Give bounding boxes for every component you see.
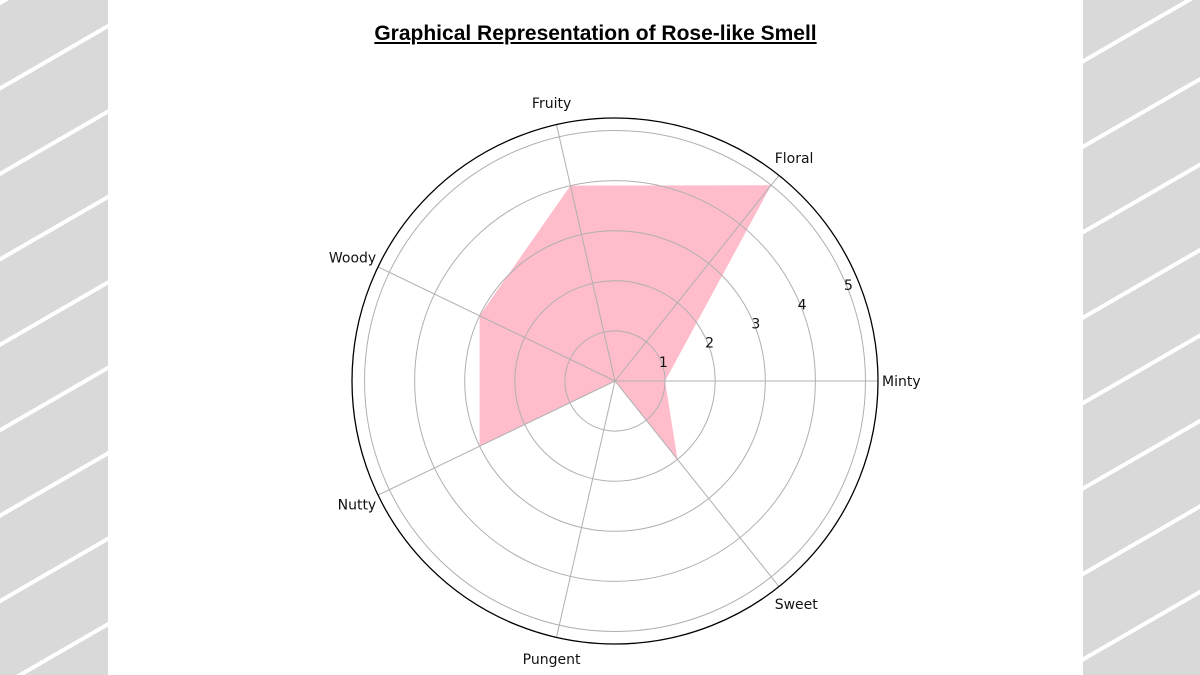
- grid-spoke: [614, 175, 780, 382]
- grid-spoke: [555, 124, 616, 382]
- radial-tick-label: 3: [751, 316, 760, 332]
- grid-spoke: [377, 380, 616, 496]
- grid-spoke: [555, 380, 616, 638]
- data-polygon: [479, 185, 772, 460]
- grid-spoke: [614, 380, 780, 587]
- radial-tick-label: 1: [659, 355, 668, 371]
- radial-tick-label: 2: [705, 336, 714, 352]
- category-label: Minty: [882, 374, 921, 390]
- radar-chart: 1 2 3 4 5 Minty Floral Fruity Woody Nutty Pungent S…: [329, 96, 921, 668]
- radial-tick-label: 4: [798, 297, 807, 313]
- category-label: Sweet: [775, 597, 819, 613]
- grid-spoke: [377, 266, 616, 382]
- chart-title: Graphical Representation of Rose-like Sm…: [374, 22, 817, 45]
- category-label: Fruity: [532, 96, 571, 112]
- chart-page: Graphical Representation of Rose-like Sm…: [108, 0, 1083, 675]
- category-label: Floral: [775, 151, 814, 167]
- category-label: Nutty: [338, 498, 377, 514]
- category-label: Pungent: [523, 652, 581, 668]
- category-label: Woody: [329, 250, 376, 266]
- outer-frame: [351, 117, 879, 645]
- radial-tick-label: 5: [844, 278, 853, 294]
